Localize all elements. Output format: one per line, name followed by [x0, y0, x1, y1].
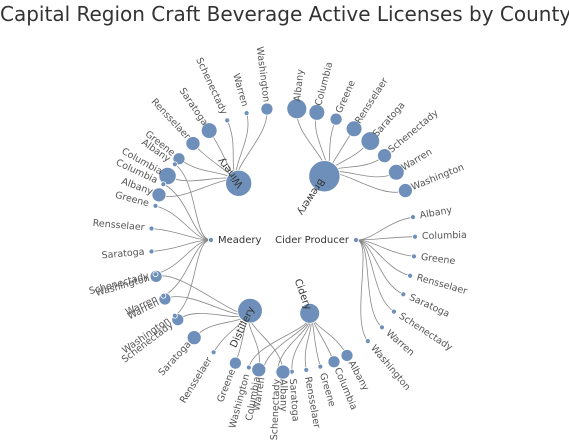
leaf-label-winery-warren: Warren — [230, 72, 250, 108]
leaf-node-meadery-saratoga[interactable] — [148, 248, 155, 255]
leaf-node-cidery-greene[interactable] — [317, 363, 324, 370]
leaf-label-brewery-columbia: Columbia — [313, 61, 335, 107]
leaf-label-cider-producer-columbia: Columbia — [422, 230, 467, 242]
hub-node-distillery[interactable] — [237, 297, 263, 324]
hub-node-cidery[interactable] — [299, 302, 321, 324]
leaf-label-cider-producer-warren: Warren — [384, 328, 417, 359]
leaf-label-winery-washington: Washington — [254, 46, 272, 103]
hub-node-meadery[interactable] — [208, 237, 214, 243]
leaf-label-brewery-warren: Warren — [400, 147, 435, 174]
leaf-label-cider-producer-rensselaer: Rensselaer — [415, 272, 468, 297]
leaf-node-meadery-albany[interactable] — [171, 161, 178, 168]
leaf-node-winery-warren[interactable] — [243, 110, 250, 117]
leaf-node-cider-producer-washington[interactable] — [364, 338, 371, 345]
link-meadery-washington — [174, 239, 212, 317]
leaf-node-winery-columbia[interactable] — [158, 166, 177, 186]
hub-node-cider-producer[interactable] — [353, 237, 359, 243]
leaf-node-winery-rensselaer[interactable] — [185, 136, 201, 151]
leaf-label-distillery-albany: Albany — [278, 379, 289, 412]
leaf-label-cidery-saratoga: Saratoga — [287, 378, 301, 422]
leaf-node-brewery-albany[interactable] — [286, 98, 308, 120]
link-meadery-greene — [155, 205, 212, 241]
leaf-node-cider-producer-columbia[interactable] — [412, 233, 418, 240]
leaf-node-brewery-washington[interactable] — [397, 183, 413, 198]
leaf-label-cidery-schenectady: Schenectady — [269, 378, 283, 440]
link-meadery-columbia — [163, 183, 212, 241]
link-distillery-washington — [156, 275, 251, 314]
leaf-node-brewery-schenectady[interactable] — [377, 148, 392, 164]
leaf-node-distillery-columbia[interactable] — [251, 362, 267, 378]
link-cider-producer-saratoga — [355, 239, 404, 295]
leaf-label-meadery-rensselaer: Rensselaer — [92, 218, 145, 233]
link-cider-producer-columbia — [355, 236, 415, 241]
leaf-node-winery-albany[interactable] — [151, 187, 167, 203]
leaf-label-brewery-greene: Greene — [334, 79, 358, 115]
leaf-node-cidery-albany[interactable] — [340, 349, 354, 362]
leaf-label-cidery-warren: Warren — [251, 377, 267, 412]
link-cidery-warren — [262, 313, 311, 371]
leaf-node-cidery-columbia[interactable] — [327, 355, 341, 369]
link-meadery-albany — [174, 163, 212, 241]
leaf-node-cider-producer-rensselaer[interactable] — [407, 272, 413, 279]
leaf-label-distillery-rensselaer: Rensselaer — [178, 355, 215, 405]
hub-label-cidery: Cidery — [292, 277, 313, 311]
nodes — [148, 98, 418, 380]
hub-label-meadery: Meadery — [218, 235, 262, 246]
leaf-node-cider-producer-schenectady[interactable] — [390, 308, 397, 315]
leaf-node-meadery-warren[interactable] — [160, 292, 167, 299]
link-meadery-warren — [163, 239, 212, 297]
hub-node-winery[interactable] — [225, 169, 253, 197]
leaf-node-brewery-greene[interactable] — [329, 112, 343, 126]
leaf-node-brewery-warren[interactable] — [388, 163, 405, 181]
leaf-node-winery-saratoga[interactable] — [200, 122, 218, 139]
leaf-node-cider-producer-greene[interactable] — [411, 253, 417, 260]
hub-label-cider-producer: Cider Producer — [275, 235, 350, 246]
leaf-label-brewery-washington: Washington — [410, 162, 466, 193]
leaf-node-cider-producer-albany[interactable] — [410, 214, 416, 220]
leaf-node-brewery-columbia[interactable] — [308, 104, 326, 121]
link-cider-producer-washington — [355, 239, 369, 342]
leaf-node-meadery-columbia[interactable] — [160, 181, 167, 188]
leaf-node-distillery-greene[interactable] — [228, 356, 242, 370]
link-meadery-saratoga — [151, 239, 212, 252]
leaf-node-meadery-washington[interactable] — [171, 312, 178, 319]
leaf-node-cidery-rensselaer[interactable] — [303, 367, 310, 373]
leaf-label-winery-saratoga: Saratoga — [177, 86, 210, 128]
leaf-node-winery-schenectady[interactable] — [224, 117, 231, 124]
labels: AlbanyColumbiaGreeneRensselaerSaratogaSc… — [88, 46, 468, 441]
leaf-node-meadery-schenectady[interactable] — [152, 271, 159, 278]
chart-title: Capital Region Craft Beverage Active Lic… — [0, 2, 569, 26]
link-cider-producer-albany — [355, 216, 414, 241]
leaf-label-meadery-saratoga: Saratoga — [101, 247, 145, 262]
leaf-node-meadery-greene[interactable] — [152, 202, 159, 209]
hub-node-brewery[interactable] — [308, 160, 341, 193]
leaf-label-brewery-albany: Albany — [292, 68, 306, 102]
leaf-label-cider-producer-greene: Greene — [420, 252, 456, 267]
leaf-node-distillery-albany[interactable] — [275, 364, 291, 380]
leaf-label-cidery-greene: Greene — [317, 372, 337, 408]
leaf-node-meadery-rensselaer[interactable] — [148, 225, 155, 232]
leaf-node-cidery-washington[interactable] — [245, 364, 252, 371]
leaf-node-distillery-saratoga[interactable] — [186, 330, 202, 346]
leaf-node-brewery-rensselaer[interactable] — [345, 120, 363, 138]
link-meadery-rensselaer — [151, 228, 212, 241]
leaf-label-distillery-saratoga: Saratoga — [156, 339, 193, 378]
leaf-node-winery-washington[interactable] — [260, 102, 274, 116]
leaf-node-brewery-saratoga[interactable] — [360, 131, 381, 151]
leaf-node-distillery-rensselaer[interactable] — [210, 349, 217, 356]
leaf-label-cidery-rensselaer: Rensselaer — [302, 376, 322, 429]
leaf-label-cider-producer-albany: Albany — [419, 205, 453, 222]
leaf-label-cider-producer-saratoga: Saratoga — [407, 292, 451, 320]
leaf-node-cider-producer-saratoga[interactable] — [400, 291, 407, 298]
leaf-node-cider-producer-warren[interactable] — [379, 324, 385, 331]
